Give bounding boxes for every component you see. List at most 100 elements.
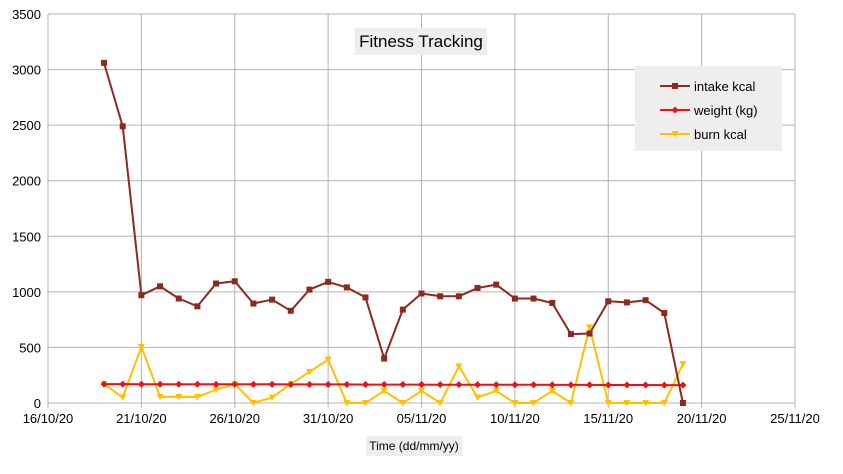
data-point-intake-kcal xyxy=(269,296,276,303)
data-point-burn-kcal xyxy=(212,386,220,394)
data-point-weight-kg xyxy=(100,380,108,388)
data-point-weight-kg xyxy=(137,380,145,388)
y-tick-label: 2500 xyxy=(12,118,41,133)
data-point-intake-kcal xyxy=(493,281,500,288)
data-point-intake-kcal xyxy=(437,293,444,300)
data-point-weight-kg xyxy=(567,381,575,389)
data-point-intake-kcal xyxy=(306,286,313,293)
data-point-intake-kcal xyxy=(605,298,612,305)
data-point-burn-kcal xyxy=(530,400,538,407)
data-point-burn-kcal xyxy=(492,387,500,395)
chart-title: Fitness Tracking xyxy=(355,28,487,55)
data-point-burn-kcal xyxy=(305,368,313,376)
series-intake-kcal xyxy=(101,59,686,406)
legend-marker xyxy=(671,131,679,138)
tick-labels: 0 500 1000 1500 2000 2500 3000 3500 16/10/20 21/1… xyxy=(12,7,820,426)
data-point-burn-kcal xyxy=(604,400,612,407)
legend-marker xyxy=(672,83,678,89)
data-point-burn-kcal xyxy=(119,394,127,401)
data-point-burn-kcal xyxy=(380,387,388,395)
data-point-burn-kcal xyxy=(642,400,650,407)
data-point-burn-kcal xyxy=(324,356,332,364)
x-tick-label: 16/10/20 xyxy=(23,411,74,426)
data-point-burn-kcal xyxy=(679,361,687,368)
data-point-weight-kg xyxy=(511,381,519,389)
data-point-weight-kg xyxy=(380,381,388,389)
data-point-intake-kcal xyxy=(399,306,406,313)
data-point-intake-kcal xyxy=(642,297,649,304)
data-point-burn-kcal xyxy=(455,363,463,370)
legend-item-intake-kcal: intake kcal xyxy=(660,79,756,94)
data-point-weight-kg xyxy=(193,380,201,388)
data-point-burn-kcal xyxy=(474,394,482,401)
data-point-intake-kcal xyxy=(530,295,537,302)
data-point-burn-kcal xyxy=(175,393,183,401)
data-point-weight-kg xyxy=(305,380,313,388)
data-point-weight-kg xyxy=(249,380,257,388)
data-point-weight-kg xyxy=(231,380,239,388)
chart-title-text: Fitness Tracking xyxy=(359,32,483,51)
y-tick-label: 3000 xyxy=(12,63,41,78)
y-tick-label: 500 xyxy=(19,340,41,355)
data-point-weight-kg xyxy=(361,381,369,389)
y-tick-label: 0 xyxy=(34,396,41,411)
legend-label: weight (kg) xyxy=(693,103,758,118)
y-tick-label: 3500 xyxy=(12,7,41,22)
data-point-intake-kcal xyxy=(343,284,350,291)
data-point-weight-kg xyxy=(399,381,407,389)
data-point-weight-kg xyxy=(268,380,276,388)
data-point-intake-kcal xyxy=(287,307,294,314)
data-point-intake-kcal xyxy=(381,355,388,362)
data-point-burn-kcal xyxy=(418,387,425,395)
x-axis-label-text: Time (dd/mm/yy) xyxy=(369,439,459,453)
x-tick-label: 21/10/20 xyxy=(116,411,167,426)
data-point-intake-kcal xyxy=(213,280,220,287)
data-point-burn-kcal xyxy=(268,394,276,401)
data-point-weight-kg xyxy=(642,381,650,389)
data-point-burn-kcal xyxy=(586,324,594,331)
series-layer xyxy=(100,59,687,407)
data-point-burn-kcal xyxy=(249,400,257,407)
x-axis-label: Time (dd/mm/yy) xyxy=(366,436,462,456)
data-point-weight-kg xyxy=(586,381,594,389)
grid xyxy=(47,13,796,404)
data-point-intake-kcal xyxy=(231,278,238,285)
data-point-weight-kg xyxy=(156,380,164,388)
series-weight-kg xyxy=(100,380,687,389)
data-point-burn-kcal xyxy=(137,343,145,351)
x-tick-label: 15/11/20 xyxy=(583,411,633,426)
data-point-burn-kcal xyxy=(548,387,556,395)
data-point-intake-kcal xyxy=(661,309,668,316)
data-point-weight-kg xyxy=(455,381,463,389)
data-point-intake-kcal xyxy=(194,303,201,310)
data-point-intake-kcal xyxy=(157,283,164,290)
x-tick-label: 25/11/20 xyxy=(770,411,820,426)
data-point-burn-kcal xyxy=(623,400,631,407)
data-point-intake-kcal xyxy=(250,300,257,307)
data-point-weight-kg xyxy=(492,381,500,389)
data-point-intake-kcal xyxy=(549,299,556,306)
data-point-intake-kcal xyxy=(474,284,481,291)
data-point-weight-kg xyxy=(212,380,220,388)
x-tick-label: 26/10/20 xyxy=(209,411,260,426)
legend-marker xyxy=(671,106,679,114)
legend-label: intake kcal xyxy=(694,79,756,94)
y-tick-label: 2000 xyxy=(12,174,41,189)
data-point-burn-kcal xyxy=(399,400,407,407)
data-point-weight-kg xyxy=(436,381,444,389)
data-point-intake-kcal xyxy=(101,59,108,66)
data-point-intake-kcal xyxy=(119,123,126,130)
x-tick-label: 10/11/20 xyxy=(490,411,540,426)
data-point-intake-kcal xyxy=(567,331,574,338)
legend: intake kcal weight (kg) burn kcal xyxy=(635,66,782,151)
data-point-burn-kcal xyxy=(511,400,519,407)
data-point-intake-kcal xyxy=(138,292,145,299)
data-point-burn-kcal xyxy=(660,400,668,407)
data-point-intake-kcal xyxy=(418,290,425,297)
data-point-weight-kg xyxy=(548,381,556,389)
data-point-weight-kg xyxy=(679,381,687,389)
data-point-intake-kcal xyxy=(623,299,630,306)
data-point-burn-kcal xyxy=(436,400,444,407)
y-tick-label: 1500 xyxy=(12,229,41,244)
